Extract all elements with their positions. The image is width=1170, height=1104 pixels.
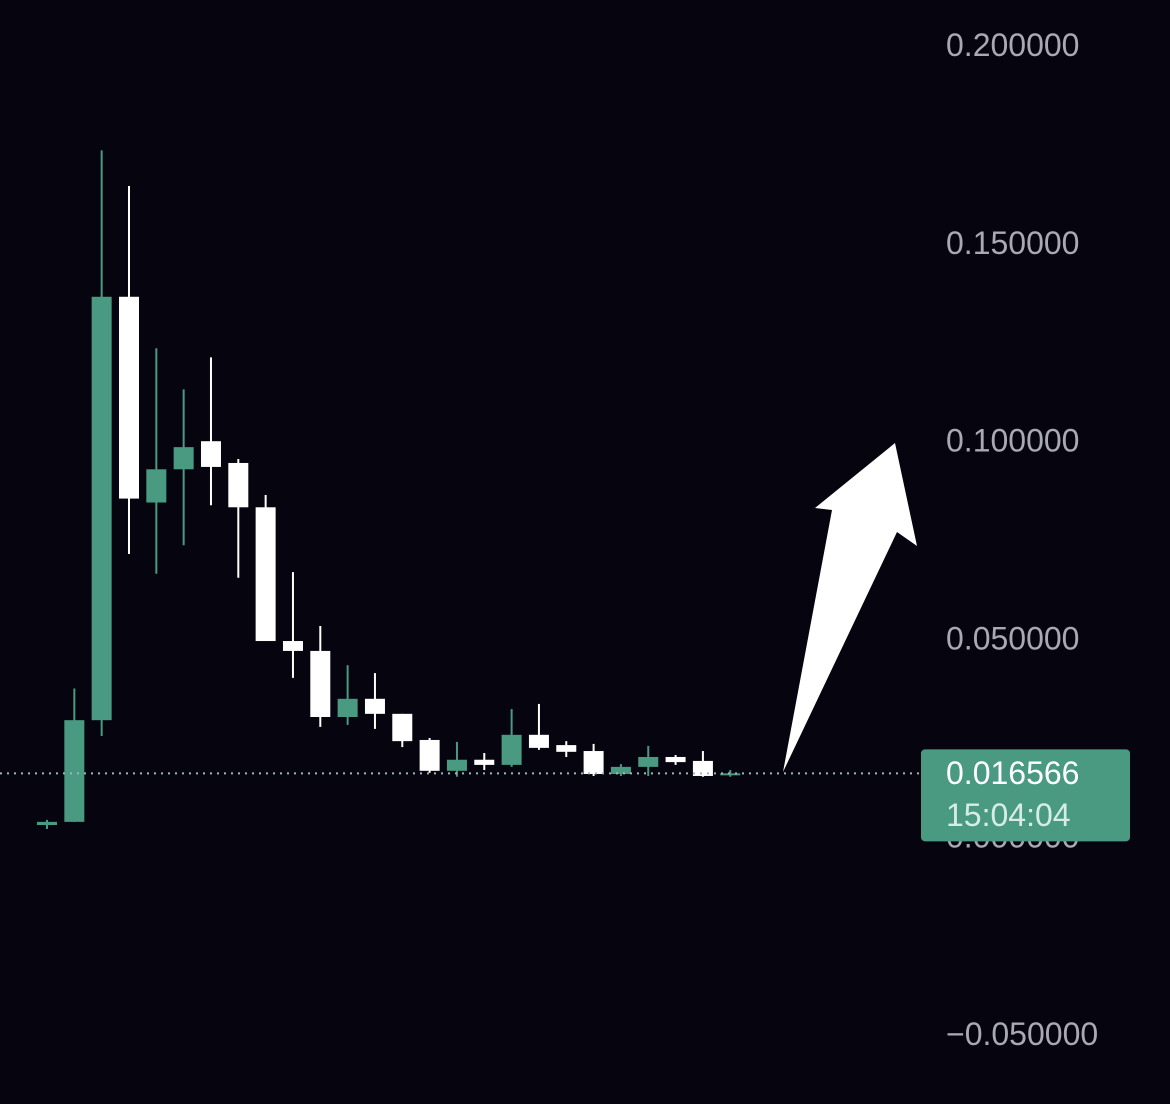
candle-body xyxy=(474,759,495,765)
candle-body xyxy=(665,756,686,763)
last-time: 15:04:04 xyxy=(946,797,1071,833)
price-badge xyxy=(921,749,1130,842)
candle-body xyxy=(310,650,331,718)
candle-body xyxy=(91,296,112,721)
candle-body xyxy=(282,641,303,651)
y-tick-label: 0.200000 xyxy=(946,27,1079,63)
candle-body xyxy=(610,766,631,774)
candle-body xyxy=(146,469,167,503)
candle-body xyxy=(64,720,85,822)
y-tick-label: −0.050000 xyxy=(946,1016,1098,1052)
candle-body xyxy=(556,745,577,752)
candle-body xyxy=(392,713,413,742)
candle-body xyxy=(638,756,659,767)
candle-body xyxy=(337,698,358,718)
candle-body xyxy=(720,773,741,776)
last-price: 0.016566 xyxy=(946,755,1079,791)
candle-body xyxy=(118,296,139,499)
candle-body xyxy=(583,751,604,774)
candle-body xyxy=(501,734,522,765)
arrow xyxy=(783,443,917,772)
candle-body xyxy=(228,462,249,508)
candle-body xyxy=(37,821,57,826)
y-tick-label: 0.100000 xyxy=(946,423,1079,459)
y-tick-label: 0.050000 xyxy=(946,620,1079,656)
y-tick-label: 0.150000 xyxy=(946,225,1079,261)
candle-body xyxy=(446,759,467,771)
candle-body xyxy=(255,507,276,642)
candle-body xyxy=(692,760,713,776)
candle-body xyxy=(200,441,221,467)
candle-body xyxy=(364,698,385,714)
candle-body xyxy=(419,739,440,771)
candle-body xyxy=(173,447,194,470)
candle-body xyxy=(528,734,549,748)
